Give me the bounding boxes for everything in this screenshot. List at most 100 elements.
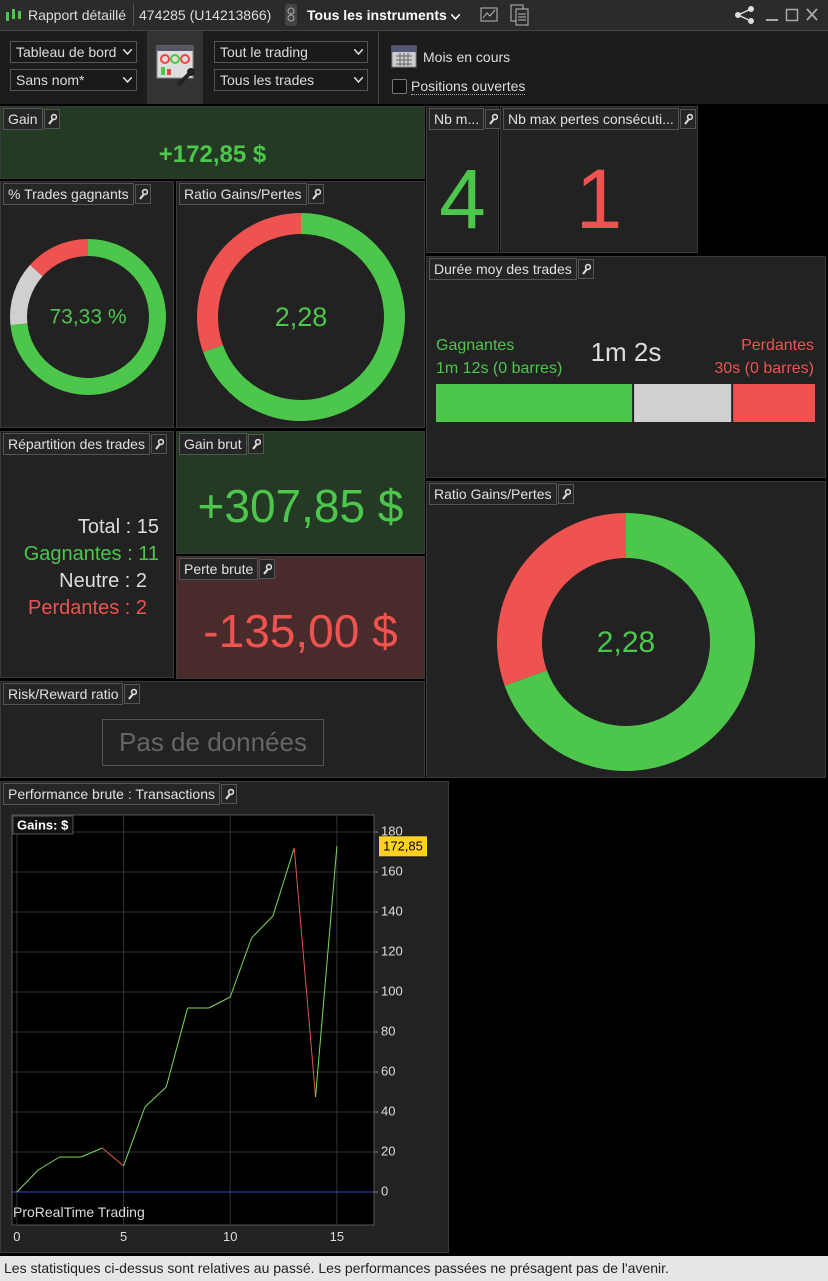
wrench-icon [581, 263, 591, 275]
instrument-label: Tous les instruments [307, 7, 447, 23]
y-tick-label: 140 [381, 903, 403, 918]
wrench-icon [251, 438, 261, 450]
gross-loss-widget: Perte brute -135,00 $ [176, 556, 425, 679]
gain-widget: Gain +172,85 $ [0, 106, 425, 179]
watermark: ProRealTime Trading [13, 1204, 145, 1220]
winners-detail: 1m 12s (0 barres) [436, 360, 563, 377]
widget-title: Répartition des trades [3, 433, 150, 455]
line-segment [16, 1169, 39, 1193]
share-button[interactable] [734, 5, 756, 25]
nb-max-losses-widget: Nb max pertes consécuti... 1 [500, 106, 698, 253]
link-button[interactable] [284, 3, 298, 27]
maximize-button[interactable] [785, 7, 799, 23]
widget-title: Risk/Reward ratio [3, 683, 124, 705]
instrument-selector[interactable]: Tous les instruments [307, 7, 461, 23]
average-duration: 1m 2s [590, 337, 662, 367]
app-icon [6, 9, 21, 21]
wrench-icon [128, 688, 138, 700]
distribution-widget: Répartition des trades Total : 15 Gagnan… [0, 431, 174, 678]
line-segment [165, 1007, 189, 1088]
chart-button[interactable] [479, 5, 499, 25]
gross-gain-value: +307,85 $ [197, 480, 404, 532]
y-tick-label: 100 [381, 983, 403, 998]
window-title: Rapport détaillé [28, 7, 127, 23]
settings-button[interactable] [150, 434, 167, 454]
dashboard-button[interactable] [147, 31, 203, 104]
name-select[interactable]: Sans nom* [10, 69, 137, 91]
legend-box [12, 815, 74, 835]
losers-detail: 30s (0 barres) [714, 360, 814, 377]
line-segment [229, 937, 253, 998]
nb-m-widget: Nb m... 4 [426, 106, 502, 253]
ratio-widget: Ratio Gains/Pertes 2,28 [176, 181, 425, 428]
ratio-large-donut: 2,28 [497, 513, 755, 771]
calendar-icon[interactable] [391, 43, 417, 69]
gross-gain-widget: Gain brut +307,85 $ [176, 431, 425, 554]
duration-segment [634, 384, 732, 422]
plot-area [11, 814, 375, 1226]
donut-segment [9, 264, 43, 326]
line-segment [37, 1156, 60, 1171]
footer-disclaimer: Les statistiques ci-dessus sont relative… [0, 1256, 828, 1281]
settings-button[interactable] [259, 559, 276, 579]
select-text: Sans nom* [16, 72, 85, 88]
settings-button[interactable] [485, 109, 502, 129]
line-segment [272, 847, 295, 917]
wrench-icon [47, 113, 57, 125]
y-tick-label: 60 [381, 1063, 395, 1078]
widget-title: Ratio Gains/Pertes [429, 483, 557, 505]
nb-m-value: 4 [439, 152, 486, 246]
dashboard-icon [156, 45, 195, 87]
donut-segment [30, 239, 88, 277]
y-tick-label: 0 [381, 1183, 388, 1198]
wrench-icon [225, 788, 234, 800]
close-button[interactable] [805, 7, 819, 23]
report-button[interactable] [508, 3, 530, 27]
x-tick-label: 0 [13, 1229, 20, 1244]
settings-button[interactable] [247, 434, 264, 454]
settings-button[interactable] [307, 184, 324, 204]
open-positions-label[interactable]: Positions ouvertes [411, 78, 526, 95]
line-segment [293, 847, 317, 1098]
donut-label: 73,33 % [49, 306, 126, 329]
donut-segment [197, 213, 301, 353]
y-tick-label: 20 [381, 1143, 395, 1158]
open-positions-checkbox[interactable] [392, 79, 407, 94]
wrench-icon [561, 488, 571, 500]
widget-title: % Trades gagnants [3, 183, 134, 205]
losers-label: Perdantes [741, 337, 814, 354]
x-tick-label: 5 [120, 1229, 127, 1244]
select-text: Tous les trades [220, 72, 315, 88]
widget-title: Gain [3, 108, 43, 130]
trading-select[interactable]: Tout le trading [214, 41, 368, 63]
line-segment [144, 1086, 167, 1108]
settings-button[interactable] [124, 684, 141, 704]
distribution-losers: Perdantes : 2 [28, 597, 147, 619]
gross-loss-value: -135,00 $ [203, 605, 398, 657]
donut-segment [497, 513, 626, 686]
legend-label: Gains: $ [17, 817, 69, 832]
x-tick-label: 15 [330, 1229, 344, 1244]
y-tick-label: 160 [381, 863, 403, 878]
duration-segment [733, 384, 815, 422]
settings-button[interactable] [679, 109, 696, 129]
y-tick-label: 80 [381, 1023, 395, 1038]
performance-chart: 0 20 40 60 80 100 120 140 160 180 0 5 10 15 172,85 Gain… [11, 814, 427, 1244]
settings-button[interactable] [577, 259, 594, 279]
wrench-icon [683, 113, 693, 125]
widget-title: Durée moy des trades [429, 258, 577, 280]
settings-button[interactable] [43, 109, 60, 129]
settings-button[interactable] [557, 484, 574, 504]
wrench-icon [489, 113, 499, 125]
dashboard-select[interactable]: Tableau de bord [10, 41, 137, 63]
settings-button[interactable] [134, 184, 151, 204]
settings-button[interactable] [221, 784, 237, 804]
gain-value: +172,85 $ [158, 141, 267, 168]
duration-segment [436, 384, 633, 422]
trades-select[interactable]: Tous les trades [214, 69, 368, 91]
minimize-button[interactable] [765, 7, 779, 23]
donut-label: 2,28 [275, 302, 328, 332]
line-segment [123, 1106, 146, 1167]
distribution-total: Total : 15 [77, 516, 159, 538]
